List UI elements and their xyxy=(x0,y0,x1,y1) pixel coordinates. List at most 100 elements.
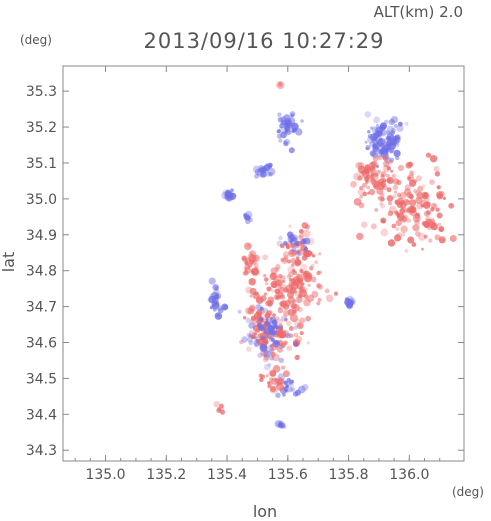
negative-velocity-point xyxy=(369,150,376,157)
negative-velocity-point xyxy=(289,241,293,245)
positive-velocity-point xyxy=(421,247,424,251)
y-unit-label: (deg) xyxy=(20,33,52,47)
negative-velocity-point xyxy=(221,303,229,311)
positive-velocity-point xyxy=(282,303,290,310)
positive-velocity-point xyxy=(277,329,284,337)
positive-velocity-point xyxy=(386,176,394,185)
positive-velocity-point xyxy=(243,316,247,320)
y-tick-label: 35.2 xyxy=(26,120,57,136)
positive-velocity-point xyxy=(401,232,406,237)
positive-velocity-point xyxy=(409,199,417,207)
positive-velocity-point xyxy=(243,267,247,271)
negative-velocity-point xyxy=(300,238,307,245)
positive-velocity-point xyxy=(409,206,416,213)
positive-velocity-point xyxy=(284,317,288,322)
y-tick-label: 34.4 xyxy=(26,407,57,423)
y-axis-title: lat xyxy=(0,252,18,273)
positive-velocity-point xyxy=(383,164,391,173)
positive-velocity-point xyxy=(253,261,258,265)
negative-velocity-point xyxy=(265,318,269,322)
positive-velocity-point xyxy=(303,298,311,307)
negative-velocity-point xyxy=(274,322,278,326)
positive-velocity-point xyxy=(386,166,391,171)
positive-velocity-point xyxy=(220,409,226,415)
positive-velocity-point xyxy=(434,171,441,177)
positive-velocity-point xyxy=(395,219,402,227)
positive-velocity-point xyxy=(429,155,438,163)
positive-velocity-point xyxy=(370,223,377,230)
positive-velocity-point xyxy=(287,259,292,264)
positive-velocity-point xyxy=(415,175,422,182)
positive-velocity-point xyxy=(411,242,417,247)
positive-velocity-point xyxy=(270,351,276,357)
negative-velocity-point xyxy=(365,144,371,151)
negative-velocity-point xyxy=(269,355,275,361)
negative-velocity-point xyxy=(290,379,295,384)
positive-velocity-point xyxy=(278,273,283,279)
x-tick-label: 135.4 xyxy=(207,467,247,483)
positive-velocity-point xyxy=(350,180,357,188)
positive-velocity-point xyxy=(430,203,437,210)
negative-velocity-point xyxy=(371,138,376,144)
negative-velocity-point xyxy=(259,306,264,311)
positive-velocity-point xyxy=(373,183,380,190)
negative-velocity-point xyxy=(224,190,233,198)
positive-velocity-point xyxy=(310,276,317,283)
negative-velocity-point xyxy=(390,116,399,124)
positive-velocity-point xyxy=(394,210,399,215)
negative-velocity-point xyxy=(290,234,299,243)
positive-velocity-point xyxy=(270,280,278,288)
positive-velocity-point xyxy=(319,270,323,274)
positive-velocity-point xyxy=(249,259,255,265)
positive-velocity-point xyxy=(282,256,289,263)
positive-velocity-point xyxy=(436,212,443,219)
negative-velocity-point xyxy=(276,240,283,247)
negative-velocity-point xyxy=(248,334,252,338)
positive-velocity-point xyxy=(253,332,257,336)
positive-velocity-point xyxy=(399,207,406,214)
positive-velocity-point xyxy=(306,341,310,345)
negative-velocity-point xyxy=(257,352,263,358)
negative-velocity-point xyxy=(263,363,271,371)
positive-velocity-point xyxy=(377,196,381,200)
positive-velocity-point xyxy=(378,178,385,185)
negative-velocity-point xyxy=(292,341,299,347)
positive-velocity-point xyxy=(357,175,363,181)
positive-velocity-point xyxy=(296,296,304,303)
positive-velocity-point xyxy=(404,184,411,191)
positive-velocity-point xyxy=(415,231,421,237)
negative-velocity-point xyxy=(266,345,274,353)
positive-velocity-point xyxy=(287,308,295,316)
negative-velocity-point xyxy=(294,249,302,257)
positive-velocity-point xyxy=(366,173,371,178)
positive-velocity-point xyxy=(355,162,363,170)
negative-velocity-point xyxy=(254,168,263,176)
positive-velocity-point xyxy=(296,277,304,284)
negative-velocity-point xyxy=(386,125,395,134)
positive-velocity-point xyxy=(290,303,297,310)
negative-velocity-point xyxy=(290,122,299,131)
positive-velocity-point xyxy=(286,320,292,327)
negative-velocity-point xyxy=(294,244,298,249)
negative-velocity-point xyxy=(283,140,288,145)
positive-velocity-point xyxy=(267,286,271,290)
negative-velocity-point xyxy=(254,173,259,179)
positive-velocity-point xyxy=(213,401,220,408)
positive-velocity-point xyxy=(304,250,312,258)
positive-velocity-point xyxy=(290,257,297,264)
positive-velocity-point xyxy=(277,284,282,289)
negative-velocity-point xyxy=(259,317,264,322)
y-tick-label: 34.9 xyxy=(26,228,57,244)
negative-velocity-point xyxy=(275,392,281,398)
positive-velocity-point xyxy=(266,309,273,316)
positive-velocity-point xyxy=(380,228,389,237)
negative-velocity-point xyxy=(208,277,216,285)
positive-velocity-point xyxy=(396,179,402,186)
positive-velocity-point xyxy=(387,210,394,217)
positive-velocity-point xyxy=(282,280,286,283)
positive-velocity-point xyxy=(380,175,385,180)
negative-velocity-point xyxy=(293,325,298,330)
negative-velocity-point xyxy=(393,149,401,157)
positive-velocity-point xyxy=(391,173,396,178)
y-tick-label: 35.0 xyxy=(26,192,57,208)
